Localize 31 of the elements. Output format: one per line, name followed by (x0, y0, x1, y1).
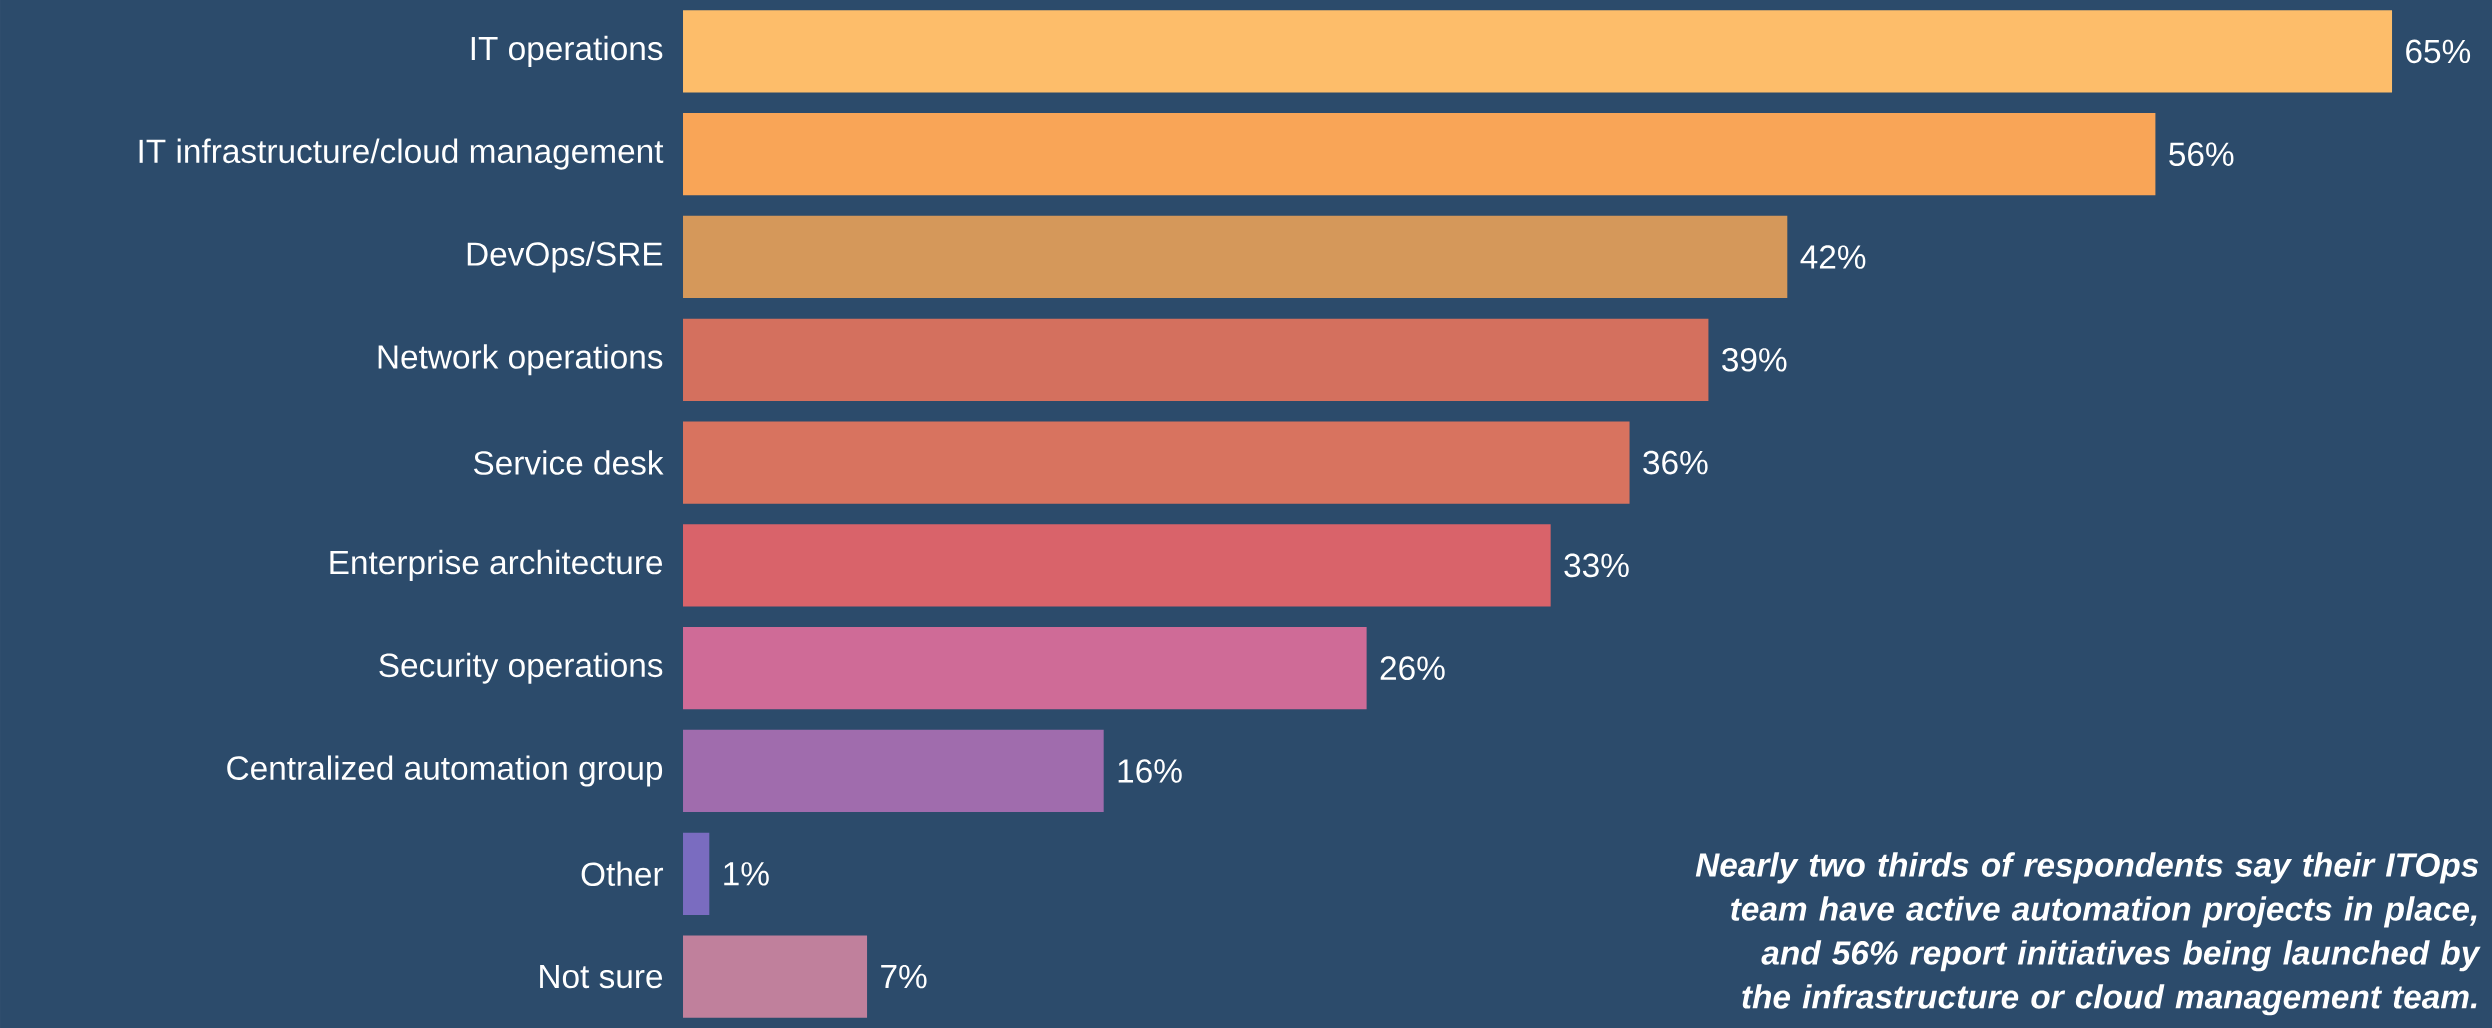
y-tick-label: IT operations (471, 35, 663, 67)
bar (683, 421, 1630, 504)
bar (683, 215, 1788, 299)
data-label: 26% (1380, 656, 1445, 681)
y-tick-label: IT infrastructure/cloud management (139, 138, 664, 170)
y-tick-label: Security operations (379, 652, 663, 684)
bar (683, 729, 1104, 813)
data-label: 1% (724, 862, 769, 886)
data-label: 65% (2406, 39, 2471, 64)
bar (683, 524, 1551, 607)
y-tick-label: Enterprise architecture (330, 549, 663, 581)
y-tick-label: Network operations (378, 344, 663, 376)
data-label: 7% (881, 964, 927, 989)
bar (683, 935, 868, 1018)
y-tick-label: Not sure (540, 964, 663, 989)
bar (683, 113, 2156, 196)
bar (683, 318, 1709, 401)
data-label: 33% (1564, 553, 1629, 578)
data-label: 56% (2169, 142, 2234, 167)
y-tick-label: Service desk (473, 450, 664, 475)
data-label: 42% (1800, 245, 1866, 269)
bar (683, 10, 2393, 93)
y-tick-label: DevOps/SRE (467, 241, 663, 273)
data-label: 36% (1643, 450, 1708, 475)
bar (683, 627, 1367, 710)
bar (683, 832, 710, 915)
annotation: Nearly two thirds of respondents say their ITOps team have active automation projects in place, and 56% report initiatives being launched by the infrastructure or cloud management team. (1695, 852, 2481, 1016)
data-label: 39% (1722, 347, 1787, 372)
y-tick-label: Centralized automation group (227, 755, 663, 787)
y-tick-label: Other (581, 861, 664, 887)
data-label: 16% (1118, 759, 1182, 783)
